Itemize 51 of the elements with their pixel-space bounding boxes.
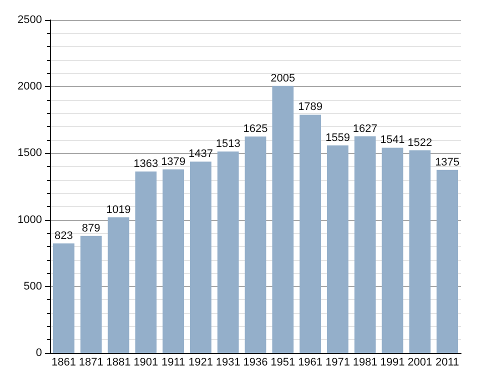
data-label: 1437 [188,148,213,160]
data-label: 879 [82,222,100,234]
x-tick-label: 1991 [380,356,405,368]
bar [53,243,74,353]
data-label: 1513 [216,138,240,150]
bar [244,136,266,353]
bar [327,145,348,353]
y-tick-label: 2500 [18,14,42,26]
x-tick-label: 1911 [161,356,186,368]
data-label: 1379 [161,156,186,168]
data-label: 1541 [380,134,405,146]
data-label: 1363 [134,158,158,170]
data-label: 1789 [298,101,323,114]
data-label: 1522 [408,136,432,149]
data-label: 1627 [352,122,378,135]
y-tick-label: 1500 [18,147,42,160]
data-label: 2005 [270,72,296,84]
bar [108,217,130,353]
y-tick-label: 2000 [18,80,42,93]
x-tick-label: 1881 [106,356,131,368]
x-tick-label: 1951 [270,356,296,368]
x-tick-label: 2011 [435,356,460,368]
data-label: 1625 [243,123,268,136]
x-tick-label: 1971 [325,356,350,368]
bar [382,148,404,353]
bar [354,136,376,353]
x-tick-label: 1961 [298,356,323,368]
data-label: 823 [54,230,73,242]
x-tick-label: 1936 [243,356,268,368]
y-tick-label: 1000 [18,214,42,226]
y-tick-label: 500 [24,280,42,292]
bar [190,162,212,353]
x-tick-label: 1931 [216,356,240,368]
bar [162,169,184,353]
x-tick-label: 1901 [134,356,158,368]
bar [436,170,458,353]
x-tick-label: 1981 [352,356,378,368]
data-label: 1559 [325,132,350,144]
bar [300,114,321,353]
bar [272,86,294,353]
x-tick-label: 1921 [188,356,213,368]
data-label: 1375 [435,156,460,168]
bar [217,151,239,353]
x-tick-label: 1861 [51,356,76,368]
bar [80,236,102,353]
bar [409,150,431,353]
x-tick-label: 1871 [78,356,104,368]
y-tick-label: 0 [36,347,42,359]
data-label: 1019 [106,204,131,216]
x-tick-label: 2001 [408,356,432,368]
bar [135,171,157,353]
